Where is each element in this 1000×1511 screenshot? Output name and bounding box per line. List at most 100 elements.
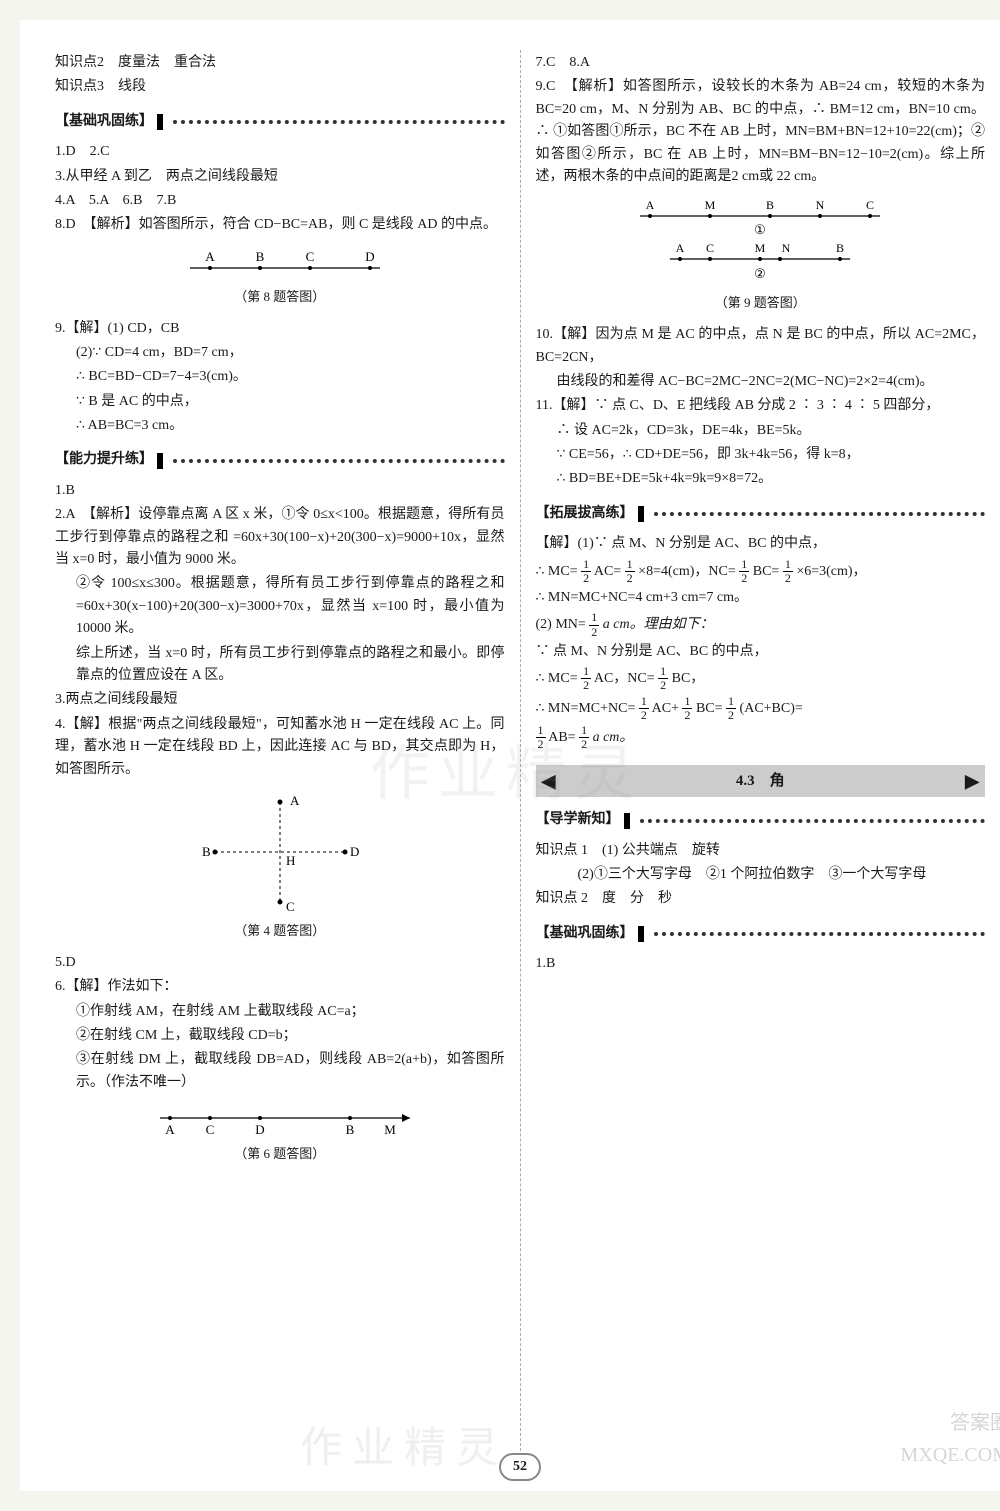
left-column: 知识点2 度量法 重合法 知识点3 线段 【基础巩固练】 1.D 2.C 3.从… [40, 50, 521, 1451]
t2c-prefix: ∴ MC= [536, 671, 578, 686]
figure-6-svg: A C D B M [130, 1100, 430, 1140]
right-10a: 10.【解】因为点 M 是 AC 的中点，点 N 是 BC 的中点，所以 AC=… [536, 324, 986, 369]
tuozhan-2b: ∵ 点 M、N 分别是 AC、BC 的中点， [536, 641, 986, 663]
svg-text:C: C [706, 241, 714, 255]
fraction-half-icon: 12 [625, 558, 635, 585]
page-number: 52 [499, 1453, 541, 1481]
nengli-6b: ①作射线 AM，在射线 AM 上截取线段 AC=a； [55, 1001, 505, 1023]
daoxue-kp2: 知识点 2 度 分 秒 [536, 888, 986, 910]
svg-text:B: B [766, 198, 774, 212]
t2d-end: (AC+BC)= [740, 700, 803, 715]
t1b-mid1: AC= [594, 564, 621, 579]
section-tuozhan: 【拓展拔高练】 [536, 503, 986, 525]
nengli-4: 4.【解】根据"两点之间线段最短"，可知蓄水池 H 一定在线段 AC 上。同理，… [55, 714, 505, 781]
section-jichu2-label: 【基础巩固练】 [536, 923, 634, 945]
t2d-prefix: ∴ MN=MC+NC= [536, 700, 636, 715]
answer-9-2d: ∴ AB=BC=3 cm。 [55, 415, 505, 437]
figure-4-caption: （第 4 题答图） [55, 921, 505, 942]
t2a-suffix: a cm。理由如下： [603, 617, 714, 632]
t2c-mid: AC，NC= [594, 671, 655, 686]
svg-text:C: C [866, 198, 874, 212]
svg-text:A: A [205, 249, 215, 264]
t2e-end: a cm。 [593, 730, 634, 745]
svg-text:A: A [290, 793, 300, 808]
right-11c: ∵ CE=56，∴ CD+DE=56，即 3k+4k=56，得 k=8， [536, 444, 986, 466]
fraction-half-icon: 12 [682, 695, 692, 722]
figure-9-caption: （第 9 题答图） [536, 293, 986, 314]
section-jichu: 【基础巩固练】 [55, 111, 505, 133]
svg-text:B: B [255, 249, 264, 264]
figure-8-svg: A B C D [150, 243, 410, 283]
section-nengli: 【能力提升练】 [55, 449, 505, 471]
answer-9-2b: ∴ BC=BD−CD=7−4=3(cm)。 [55, 366, 505, 388]
figure-6: A C D B M （第 6 题答图） [55, 1100, 505, 1165]
section-daoxue-label: 【导学新知】 [536, 809, 620, 831]
t1b-end: ×6=3(cm)， [796, 564, 866, 579]
section-end-mark [157, 453, 163, 469]
tuozhan-2d: ∴ MN=MC+NC= 12 AC+ 12 BC= 12 (AC+BC)= [536, 695, 986, 722]
right-9: 9.C 【解析】如答图所示，设较长的木条为 AB=24 cm，较短的木条为 BC… [536, 76, 986, 188]
t2d-mid1: AC+ [652, 700, 679, 715]
svg-text:N: N [782, 241, 791, 255]
t1b-mid3: BC= [753, 564, 780, 579]
triangle-left-icon: ◀ [542, 767, 556, 796]
t2a-prefix: (2) MN= [536, 617, 586, 632]
daoxue-kp1a: 知识点 1 (1) 公共端点 旋转 [536, 840, 986, 862]
triangle-right-icon: ▶ [965, 767, 979, 796]
section-end-mark [624, 813, 630, 829]
t2e-mid: AB= [548, 730, 575, 745]
right-11a: 11.【解】∵ 点 C、D、E 把线段 AB 分成 2 ∶ 3 ∶ 4 ∶ 5 … [536, 395, 986, 417]
answer-9-2a: (2)∵ CD=4 cm，BD=7 cm， [55, 342, 505, 364]
answer-1-2: 1.D 2.C [55, 141, 505, 163]
right-10b: 由线段的和差得 AC−BC=2MC−2NC=2(MC−NC)=2×2=4(cm)… [536, 371, 986, 393]
nengli-2c: 综上所述，当 x=0 时，所有员工步行到停靠点的路程之和最小。即停靠点的位置应设… [55, 643, 505, 688]
right-column: 7.C 8.A 9.C 【解析】如答图所示，设较长的木条为 AB=24 cm，较… [521, 50, 1000, 1451]
nengli-2b: ②令 100≤x≤300。根据题意，得所有员工步行到停靠点的路程之和 =60x+… [55, 573, 505, 640]
right-11b: ∴ 设 AC=2k，CD=3k，DE=4k，BE=5k。 [536, 420, 986, 442]
tuozhan-1c: ∴ MN=MC+NC=4 cm+3 cm=7 cm。 [536, 587, 986, 609]
fraction-half-icon: 12 [658, 665, 668, 692]
fraction-half-icon: 12 [783, 558, 793, 585]
answer-4-7: 4.A 5.A 6.B 7.B [55, 190, 505, 212]
figure-9-svg: A M B N C ① A C M N B ② [610, 194, 910, 289]
svg-text:D: D [350, 844, 359, 859]
svg-text:A: A [676, 241, 685, 255]
nengli-6d: ③在射线 DM 上，截取线段 DB=AD，则线段 AB=2(a+b)，如答图所示… [55, 1049, 505, 1094]
right-7-8: 7.C 8.A [536, 52, 986, 74]
svg-text:H: H [286, 853, 295, 868]
nengli-2a: 2.A 【解析】设停靠点离 A 区 x 米，①令 0≤x<100。根据题意，得所… [55, 504, 505, 571]
tuozhan-2a: (2) MN= 12 a cm。理由如下： [536, 611, 986, 638]
nengli-6a: 6.【解】作法如下： [55, 976, 505, 998]
banner-label: 4.3 角 [736, 769, 785, 793]
svg-text:N: N [816, 198, 825, 212]
knowledge-point-2: 知识点2 度量法 重合法 [55, 52, 505, 74]
fraction-half-icon: 12 [639, 695, 649, 722]
chapter-banner: ◀ 4.3 角 ▶ [536, 765, 986, 797]
t1b-mid2: ×8=4(cm)，NC= [638, 564, 736, 579]
jichu2-b1: 1.B [536, 953, 986, 975]
answer-8: 8.D 【解析】如答图所示，符合 CD−BC=AB，则 C 是线段 AD 的中点… [55, 214, 505, 236]
t2d-mid2: BC= [696, 700, 723, 715]
figure-8-caption: （第 8 题答图） [55, 287, 505, 308]
fraction-half-icon: 12 [739, 558, 749, 585]
svg-text:B: B [345, 1122, 354, 1137]
section-jichu-label: 【基础巩固练】 [55, 111, 153, 133]
svg-text:C: C [286, 899, 295, 914]
nengli-1: 1.B [55, 480, 505, 502]
svg-text:D: D [365, 249, 374, 264]
answer-3: 3.从甲经 A 到乙 两点之间线段最短 [55, 166, 505, 188]
svg-text:A: A [646, 198, 655, 212]
svg-text:M: M [755, 241, 766, 255]
section-jichu2: 【基础巩固练】 [536, 923, 986, 945]
tuozhan-1b: ∴ MC= 12 AC= 12 ×8=4(cm)，NC= 12 BC= 12 ×… [536, 558, 986, 585]
fraction-half-icon: 12 [581, 665, 591, 692]
daoxue-kp1b: (2)①三个大写字母 ②1 个阿拉伯数字 ③一个大写字母 [536, 864, 986, 886]
right-11d: ∴ BD=BE+DE=5k+4k=9k=9×8=72。 [536, 468, 986, 490]
t1b-prefix: ∴ MC= [536, 564, 578, 579]
figure-9: A M B N C ① A C M N B ② （第 9 题答图） [536, 194, 986, 314]
figure-4: A B C D H （第 4 题答图） [55, 787, 505, 942]
nengli-5: 5.D [55, 952, 505, 974]
section-end-mark [638, 506, 644, 522]
page-container: 知识点2 度量法 重合法 知识点3 线段 【基础巩固练】 1.D 2.C 3.从… [20, 20, 1000, 1491]
figure-8: A B C D （第 8 题答图） [55, 243, 505, 308]
